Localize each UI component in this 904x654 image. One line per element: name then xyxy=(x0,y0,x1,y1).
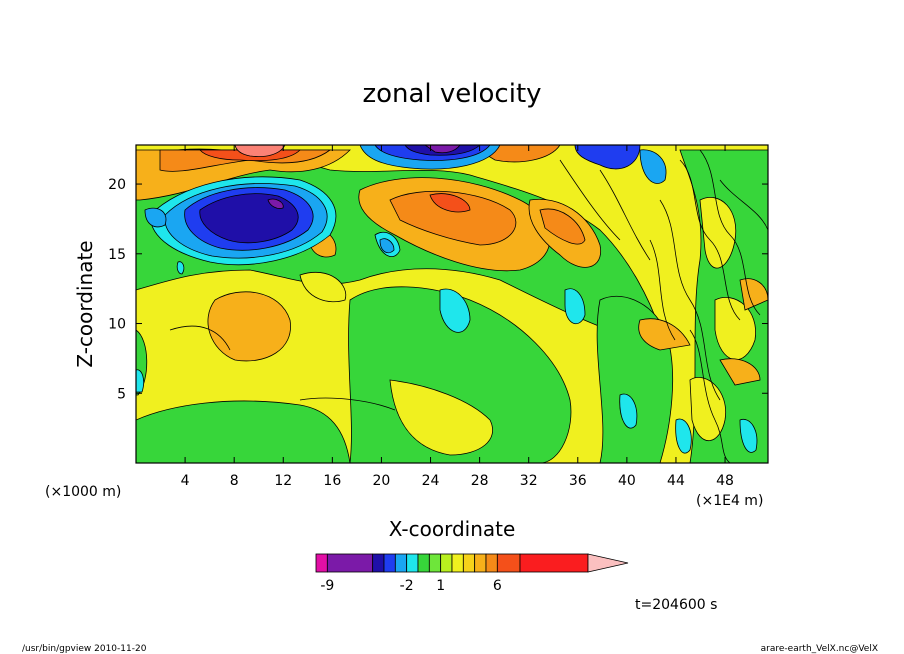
x-axis-unit-right: (×1E4 m) xyxy=(696,493,763,509)
x-tick-label: 16 xyxy=(323,473,341,489)
x-axis-unit-left: (×1000 m) xyxy=(45,484,121,500)
footer-left: /usr/bin/gpview 2010-11-20 xyxy=(22,644,147,654)
x-tick-label: 32 xyxy=(520,473,538,489)
chart-title: zonal velocity xyxy=(362,79,541,109)
x-tick-label: 8 xyxy=(230,473,239,489)
colorbar-segment xyxy=(407,554,418,572)
plot-area xyxy=(136,145,768,463)
colorbar-tick-label: 1 xyxy=(436,578,445,594)
y-tick-label: 5 xyxy=(117,386,126,402)
colorbar-segment xyxy=(327,554,372,572)
x-tick-label: 20 xyxy=(373,473,391,489)
colorbar-tick-label: -2 xyxy=(400,578,414,594)
y-tick-label: 10 xyxy=(108,317,126,333)
colorbar-extension-arrow xyxy=(588,554,628,572)
colorbar-segment xyxy=(452,554,463,572)
colorbar-segment xyxy=(429,554,440,572)
colorbar-segment xyxy=(384,554,395,572)
colorbar-tick-label: 6 xyxy=(493,578,502,594)
colorbar-segment xyxy=(316,554,327,572)
y-tick-label: 15 xyxy=(108,247,126,263)
colorbar-segment xyxy=(395,554,406,572)
x-tick-label: 28 xyxy=(471,473,489,489)
colorbar-segment xyxy=(418,554,429,572)
x-tick-label: 4 xyxy=(181,473,190,489)
y-tick-label: 20 xyxy=(108,177,126,193)
footer-right: arare-earth_VelX.nc@VelX xyxy=(761,644,878,654)
colorbar-tick-labels: -9 -2 1 6 xyxy=(320,578,502,594)
colorbar-segment xyxy=(475,554,486,572)
x-tick-label: 12 xyxy=(274,473,292,489)
time-label: t=204600 s xyxy=(635,597,717,613)
x-axis-label: X-coordinate xyxy=(389,517,516,541)
colorbar-segment xyxy=(520,554,588,572)
x-tick-label: 36 xyxy=(569,473,587,489)
colorbar-segment xyxy=(486,554,497,572)
colorbar-tick-label: -9 xyxy=(320,578,334,594)
colorbar-segment xyxy=(497,554,520,572)
x-tick-label: 44 xyxy=(667,473,685,489)
x-tick-label: 24 xyxy=(422,473,440,489)
colorbar-segment xyxy=(373,554,384,572)
colorbar-segment xyxy=(441,554,452,572)
colorbar-segment xyxy=(463,554,474,572)
y-axis-label: Z-coordinate xyxy=(73,240,97,367)
colorbar xyxy=(316,554,628,572)
x-tick-label: 48 xyxy=(716,473,734,489)
x-tick-label: 40 xyxy=(618,473,636,489)
